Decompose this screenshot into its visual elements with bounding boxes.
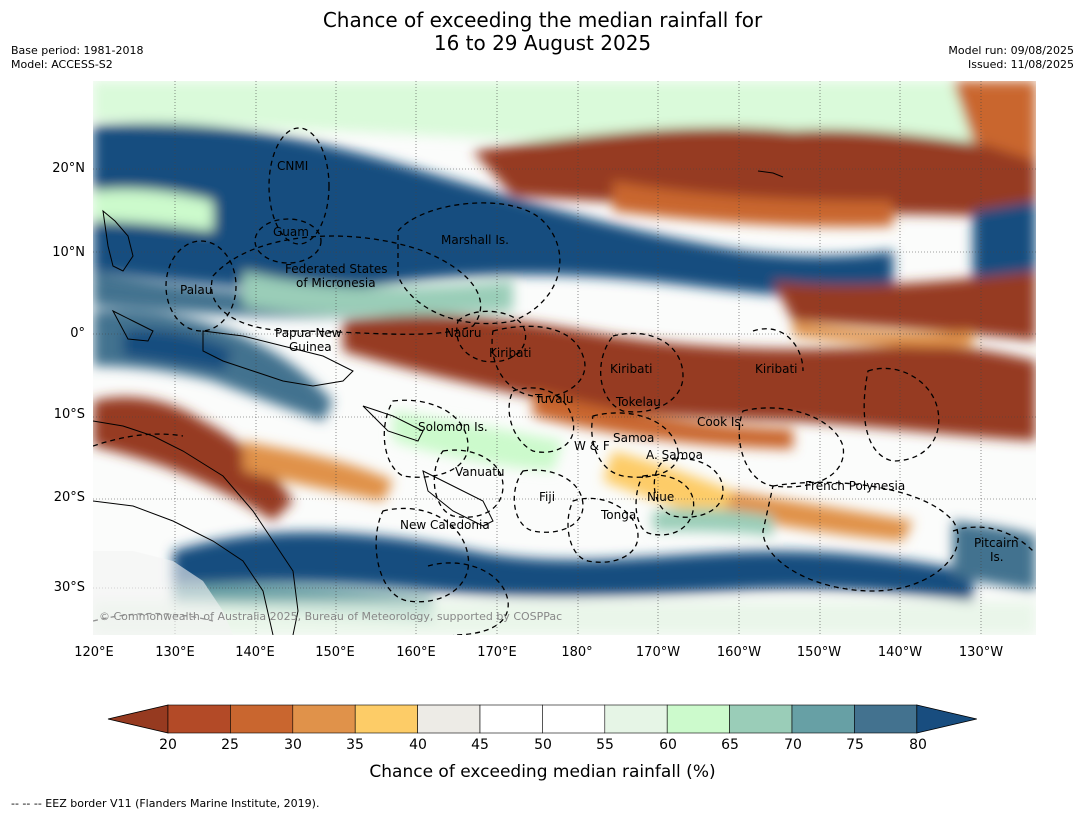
lon-label-150w: 150°W xyxy=(796,645,842,660)
cb-tick-75: 75 xyxy=(846,737,864,753)
lon-label-180: 180° xyxy=(561,645,593,660)
label-tuvalu: Tuvalu xyxy=(535,392,574,406)
colorbar xyxy=(107,704,977,734)
eez-footer-note: -- -- -- EEZ border V11 (Flanders Marine… xyxy=(11,797,320,810)
label-kiribati-west: Kiribati xyxy=(489,346,532,360)
lat-label-10s: 10°S xyxy=(53,407,85,422)
label-solomon: Solomon Is. xyxy=(418,420,488,434)
copyright-notice: © Commonwealth of Australia 2025, Bureau… xyxy=(99,610,563,623)
lon-label-140w: 140°W xyxy=(877,645,923,660)
label-png-line1: Papua New xyxy=(275,326,342,340)
label-american-samoa: A. Samoa xyxy=(646,448,703,462)
colorbar-segment xyxy=(791,704,855,734)
label-fiji: Fiji xyxy=(539,490,556,504)
rainfall-field xyxy=(93,81,1036,635)
colorbar-segment xyxy=(729,704,793,734)
chart-title-line2: 16 to 29 August 2025 xyxy=(433,31,652,55)
meta-right: Model run: 09/08/2025 Issued: 11/08/2025 xyxy=(948,44,1074,72)
cb-tick-20: 20 xyxy=(159,737,177,753)
label-fsm-line1: Federated States xyxy=(285,262,388,276)
cb-tick-80: 80 xyxy=(909,737,927,753)
colorbar-extend-low xyxy=(107,704,169,734)
lon-label-160w: 160°W xyxy=(716,645,762,660)
colorbar-segment xyxy=(230,704,294,734)
colorbar-segment xyxy=(292,704,356,734)
colorbar-segments xyxy=(107,704,977,734)
label-kiribati-central: Kiribati xyxy=(610,362,653,376)
lon-label-160e: 160°E xyxy=(396,645,436,660)
label-nauru: Nauru xyxy=(445,326,482,340)
label-samoa: Samoa xyxy=(613,431,655,445)
colorbar-segment xyxy=(854,704,918,734)
cb-tick-60: 60 xyxy=(659,737,677,753)
label-tonga: Tonga xyxy=(601,508,637,522)
label-guam: Guam xyxy=(273,225,309,239)
rainfall-map-svg xyxy=(93,81,1036,635)
label-cook: Cook Is. xyxy=(697,415,745,429)
label-pitcairn-line2: Is. xyxy=(990,550,1004,564)
colorbar-segment xyxy=(604,704,668,734)
lat-label-20s: 20°S xyxy=(53,490,85,505)
colorbar-segment xyxy=(542,704,606,734)
cb-tick-55: 55 xyxy=(596,737,614,753)
base-period: Base period: 1981-2018 xyxy=(11,44,144,57)
cb-tick-35: 35 xyxy=(346,737,364,753)
colorbar-extend-high xyxy=(916,704,977,734)
lon-label-170e: 170°E xyxy=(477,645,517,660)
rainfall-map: CNMI Guam Marshall Is. Federated States … xyxy=(93,81,1036,635)
lon-label-130e: 130°E xyxy=(155,645,195,660)
label-kiribati-east: Kiribati xyxy=(755,362,798,376)
label-marshall: Marshall Is. xyxy=(441,233,509,247)
lat-label-30s: 30°S xyxy=(53,580,85,595)
model-run: Model run: 09/08/2025 xyxy=(948,44,1074,57)
label-tokelau: Tokelau xyxy=(616,395,661,409)
colorbar-segment xyxy=(417,704,481,734)
issued-date: Issued: 11/08/2025 xyxy=(967,58,1074,71)
colorbar-segment xyxy=(167,704,231,734)
meta-left: Base period: 1981-2018 Model: ACCESS-S2 xyxy=(11,44,143,72)
label-french-polynesia: French Polynesia xyxy=(805,479,906,493)
cb-tick-65: 65 xyxy=(721,737,739,753)
label-pitcairn-line1: Pitcairn xyxy=(974,536,1019,550)
label-niue: Niue xyxy=(647,490,675,504)
lon-label-120e: 120°E xyxy=(74,645,114,660)
map-gridlines xyxy=(93,81,1036,635)
label-cnmi: CNMI xyxy=(277,159,309,173)
cb-tick-70: 70 xyxy=(784,737,802,753)
label-fsm-line2: of Micronesia xyxy=(296,276,376,290)
chart-title-line1: Chance of exceeding the median rainfall … xyxy=(322,8,763,32)
label-vanuatu: Vanuatu xyxy=(455,465,505,479)
coastlines xyxy=(93,170,784,635)
lat-label-10n: 10°N xyxy=(52,245,85,260)
colorbar-segment xyxy=(666,704,730,734)
label-new-caledonia: New Caledonia xyxy=(400,518,490,532)
lat-label-0: 0° xyxy=(70,326,85,341)
label-png-line2: Guinea xyxy=(289,340,332,354)
model-name: Model: ACCESS-S2 xyxy=(11,58,113,71)
lon-label-130w: 130°W xyxy=(958,645,1004,660)
australia-land xyxy=(93,551,233,635)
lon-label-150e: 150°E xyxy=(315,645,355,660)
colorbar-segment xyxy=(479,704,543,734)
lon-label-170w: 170°W xyxy=(635,645,681,660)
lat-label-20n: 20°N xyxy=(52,161,85,176)
cb-tick-25: 25 xyxy=(221,737,239,753)
cb-tick-45: 45 xyxy=(471,737,489,753)
cb-tick-50: 50 xyxy=(534,737,552,753)
colorbar-segment xyxy=(354,704,418,734)
cb-tick-40: 40 xyxy=(409,737,427,753)
lon-label-140e: 140°E xyxy=(235,645,275,660)
colorbar-label: Chance of exceeding median rainfall (%) xyxy=(369,762,716,782)
cb-tick-30: 30 xyxy=(284,737,302,753)
label-wallis-futuna: W & F xyxy=(574,439,610,453)
label-palau: Palau xyxy=(180,283,213,297)
